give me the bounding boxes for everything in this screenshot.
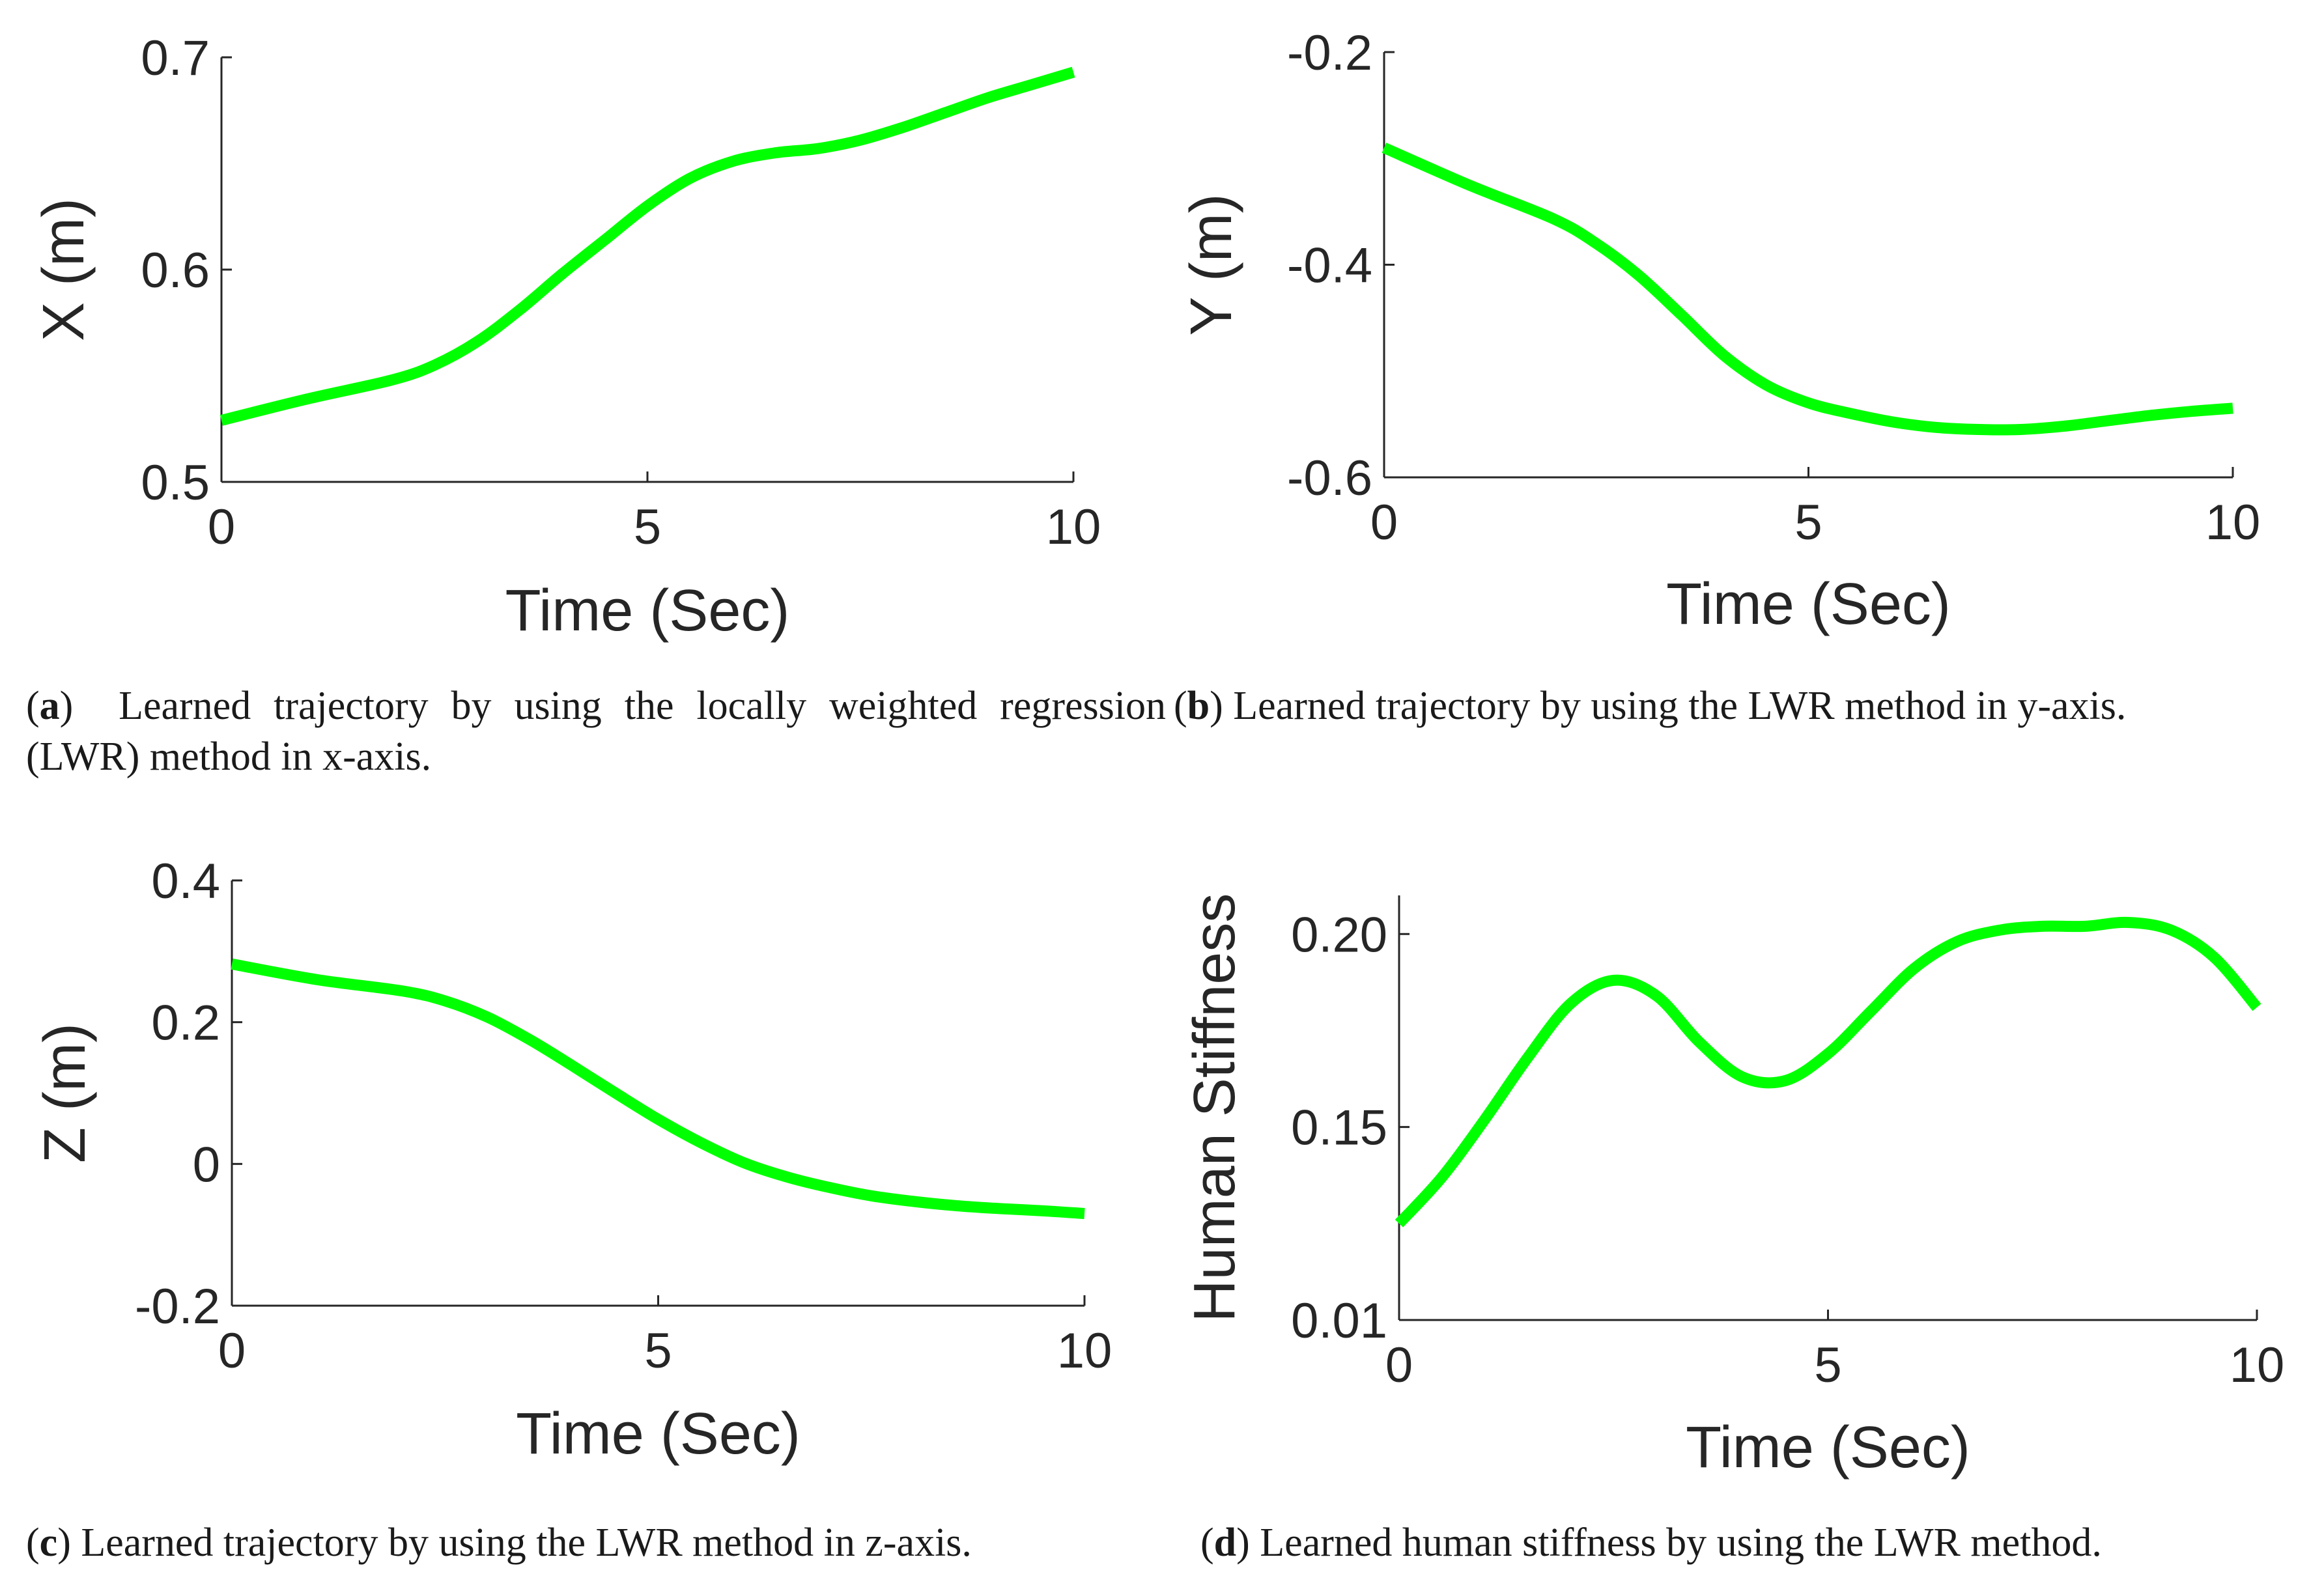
x-tick-label-c: 10 [1057, 1323, 1112, 1379]
x-tick-label-b: 0 [1370, 495, 1398, 550]
caption-c-text: Learned trajectory by using the LWR meth… [81, 1521, 972, 1565]
chart-d: 0 5 10 0.01 0.15 0.20 Time (Sec) Human Stiffnes… [1182, 893, 2284, 1480]
caption-a-label: a [39, 684, 60, 728]
x-tick-label-b: 5 [1794, 495, 1822, 550]
x-axis-label-b: Time (Sec) [1666, 572, 1951, 637]
x-tick-label-a: 10 [1046, 499, 1101, 555]
caption-d: (d) Learned human stiffness by using the… [1200, 1521, 2102, 1565]
caption-b-label: b [1187, 684, 1210, 728]
series-line-a [220, 66, 1075, 426]
y-axis-label-d: Human Stiffness [1182, 893, 1247, 1323]
x-tick-label-a: 5 [634, 499, 661, 555]
caption-a-text: Learned trajectory by using the locally … [26, 684, 1166, 779]
y-axis-label-a: X (m) [31, 198, 96, 341]
y-tick-label-c: 0.2 [151, 996, 220, 1051]
y-tick-label-b: -0.4 [1287, 238, 1372, 294]
series-line-b [1382, 143, 2233, 436]
x-tick-label-c: 0 [218, 1323, 246, 1379]
y-tick-label-a: 0.5 [141, 455, 210, 511]
x-tick-label-d: 5 [1814, 1338, 1841, 1393]
caption-d-label: d [1213, 1521, 1237, 1565]
x-tick-label-a: 0 [208, 499, 235, 555]
y-tick-label-c: 0.4 [151, 854, 220, 909]
caption-b-text: Learned trajectory by using the LWR meth… [1233, 684, 2127, 728]
y-tick-label-d: 0.20 [1291, 907, 1387, 962]
y-tick-label-a: 0.6 [141, 243, 210, 298]
x-axis-label-d: Time (Sec) [1686, 1415, 1970, 1480]
caption-c: (c) Learned trajectory by using the LWR … [26, 1521, 972, 1565]
y-axis-label-c: Z (m) [33, 1023, 98, 1163]
x-tick-label-b: 10 [2205, 495, 2261, 550]
y-tick-label-c: -0.2 [135, 1279, 220, 1334]
x-tick-label-d: 0 [1385, 1338, 1413, 1393]
series-line-c [231, 959, 1085, 1219]
x-tick-label-d: 10 [2230, 1338, 2285, 1393]
caption-d-text: Learned human stiffness by using the LWR… [1260, 1521, 2102, 1565]
caption-c-label: c [39, 1521, 58, 1565]
y-tick-label-b: -0.6 [1287, 451, 1372, 506]
y-tick-label-b: -0.2 [1287, 25, 1372, 81]
caption-a: (a) Learned trajectory by using the loca… [26, 684, 1166, 779]
y-tick-label-c: 0 [193, 1137, 220, 1192]
x-tick-label-c: 5 [644, 1323, 672, 1379]
x-axis-label-a: Time (Sec) [505, 578, 790, 643]
series-line-d [1395, 916, 2261, 1228]
y-axis-label-b: Y (m) [1179, 193, 1244, 335]
y-tick-label-d: 0.01 [1291, 1293, 1387, 1349]
chart-b: 0 5 10 -0.6 -0.4 -0.2 Time (Sec) Y (m) [1179, 25, 2260, 637]
chart-a: 0 5 10 0.5 0.6 0.7 Time (Sec) X (m) [31, 31, 1101, 643]
y-tick-label-d: 0.15 [1291, 1101, 1387, 1156]
caption-b: (b) Learned trajectory by using the LWR … [1174, 684, 2127, 728]
y-tick-label-a: 0.7 [141, 31, 210, 86]
x-axis-label-c: Time (Sec) [516, 1401, 801, 1467]
